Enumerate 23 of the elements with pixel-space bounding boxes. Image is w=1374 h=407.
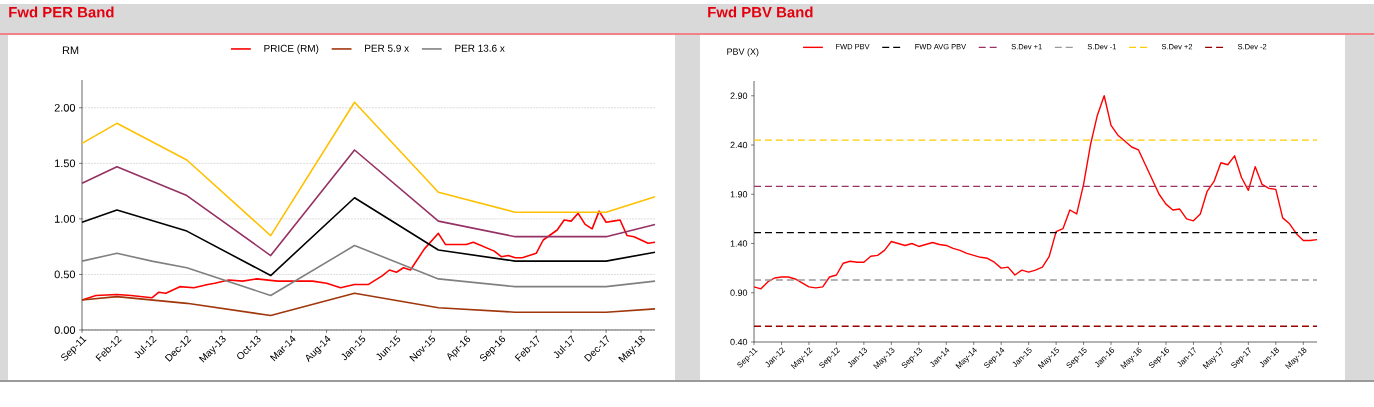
line-series (81, 244, 656, 297)
y-tick-label: 2.90 (730, 92, 748, 99)
y-tick-label: 1.00 (55, 215, 76, 223)
y-tick-label: 2.00 (54, 103, 76, 112)
y-axis-title: PBV (X) (727, 48, 759, 57)
legend-label: PER 13.6 x (455, 44, 505, 52)
y-tick-label: 0.00 (54, 326, 76, 334)
y-tick-label: 0.90 (730, 289, 748, 296)
chart-title: Fwd PBV Band (708, 6, 813, 18)
y-tick-label: 2.40 (730, 141, 748, 149)
line-series (81, 149, 656, 257)
y-axis-title: RM (62, 46, 79, 54)
line-series (81, 292, 656, 317)
chart-title: Fwd PER Band (9, 6, 114, 18)
y-tick-label: 1.90 (730, 191, 748, 198)
y-tick-label: 1.40 (730, 240, 748, 247)
legend-label: PER 5.9 x (365, 44, 409, 52)
y-tick-label: 0.40 (730, 338, 748, 346)
legend-label: PRICE (RM) (264, 44, 319, 54)
y-tick-label: 1.50 (55, 159, 76, 168)
line-series (81, 210, 656, 301)
line-series (81, 101, 656, 237)
y-tick-label: 0.50 (54, 270, 76, 279)
